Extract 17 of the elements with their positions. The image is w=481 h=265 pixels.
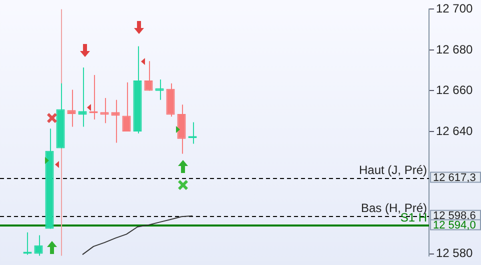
y-tick-label: 12 660: [436, 83, 474, 98]
text: 12 594,0: [433, 219, 476, 232]
candlestick: [177, 104, 186, 154]
candlestick: [23, 232, 32, 256]
candlestick: [166, 82, 175, 118]
text: 12 598,6: [433, 210, 476, 222]
y-tick-label: 12 580: [436, 246, 474, 260]
candlestick: [111, 99, 120, 144]
y-tick-label: 12 680: [436, 42, 474, 56]
y-tick-label: 12 640: [436, 124, 474, 138]
candlestick: [122, 82, 131, 132]
candlestick: [67, 89, 76, 128]
text: 12 617,3: [433, 172, 476, 184]
y-tick-label: 12 700: [436, 2, 474, 16]
ref-line-label: Haut (J, Pré): [358, 163, 428, 178]
candlestick: [34, 234, 43, 256]
candlestick: [100, 98, 109, 124]
